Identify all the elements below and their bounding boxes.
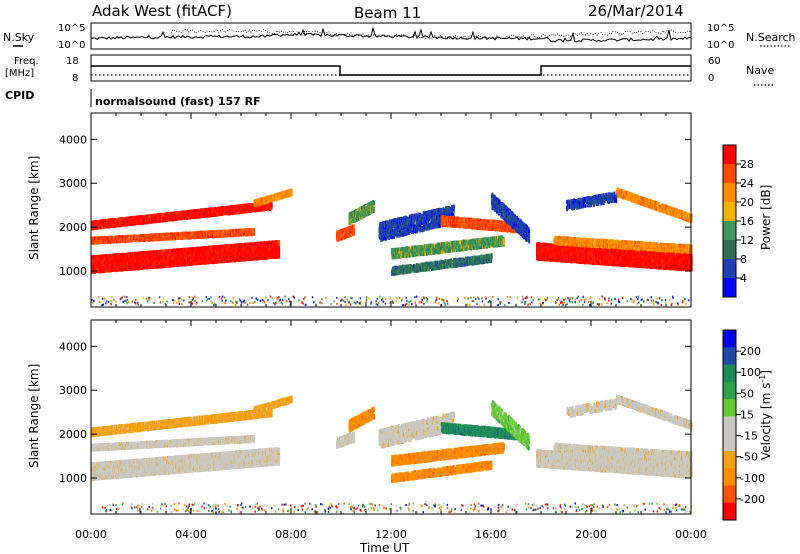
station-title: Adak West (fitACF) <box>92 2 232 20</box>
noise-left-tick-bottom: 10^0 <box>58 40 85 51</box>
power-cell <box>278 248 280 252</box>
nave-tick-bottom: 0 <box>708 73 714 84</box>
power-cell <box>253 228 255 232</box>
cpid-label: CPID <box>5 89 34 102</box>
noise-trace <box>91 28 691 42</box>
noise-sky-label: N.Sky <box>3 31 35 44</box>
cpid-text: normalsound (fast) 157 RF <box>95 95 261 108</box>
noise-right-tick-bottom: 10^0 <box>707 40 734 51</box>
noise-panel: N.Sky 10^5 10^0 10^5 10^0 N.Search <box>3 23 796 51</box>
freq-tick-top: 18 <box>66 56 79 67</box>
noise-sky-line <box>91 28 691 42</box>
freq-label: Freq. <box>14 56 39 67</box>
noise-search-label: N.Search <box>746 31 796 44</box>
freq-tick-bottom: 8 <box>72 73 78 84</box>
frequency-panel: Freq. [MHz] 18 8 60 0 Nave CPID normalso… <box>5 55 774 108</box>
beam-title: Beam 11 <box>354 4 421 22</box>
noise-right-tick-top: 10^5 <box>707 23 734 34</box>
date-title: 26/Mar/2014 <box>588 2 684 20</box>
nave-label: Nave <box>746 64 774 77</box>
power-cell <box>278 240 280 244</box>
noise-left-tick-top: 10^5 <box>58 23 85 34</box>
freq-unit-label: [MHz] <box>5 68 34 79</box>
nave-tick-top: 60 <box>708 56 721 67</box>
